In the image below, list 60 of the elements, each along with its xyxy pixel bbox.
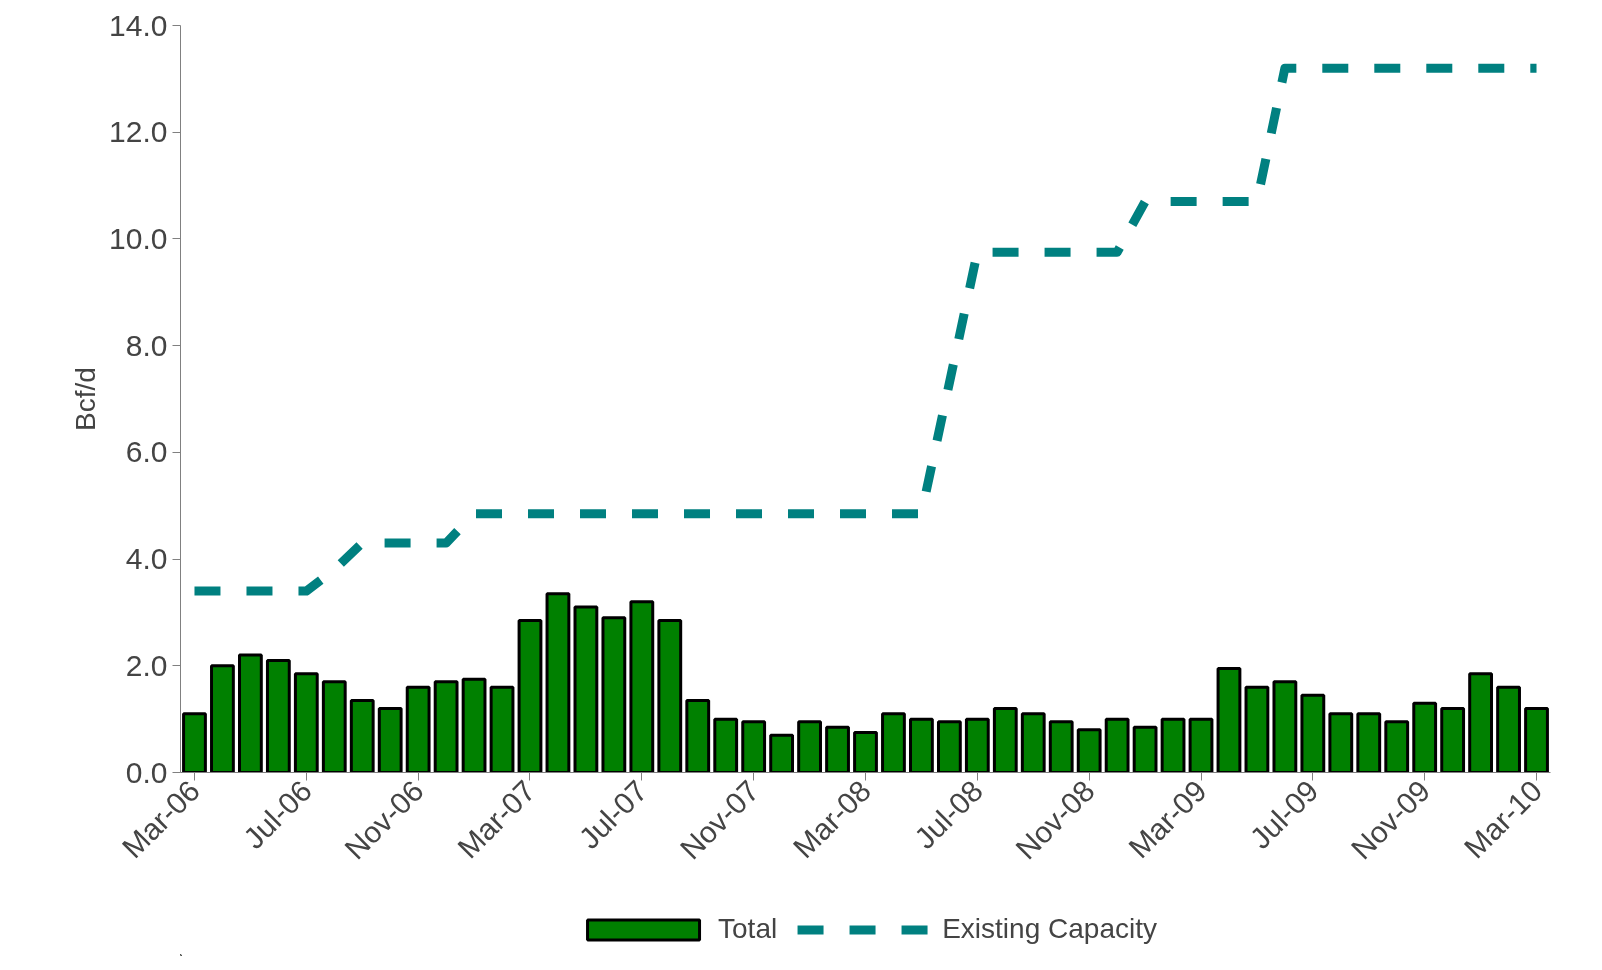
bar: [685, 698, 711, 773]
bar: [657, 618, 683, 773]
bar: [936, 720, 962, 773]
bar: [1048, 720, 1074, 773]
bar: [265, 658, 291, 773]
bar: [713, 717, 739, 773]
bar: [545, 592, 571, 773]
bar: [461, 677, 487, 773]
bar: [1468, 672, 1494, 773]
y-tick-label: 8.0: [125, 328, 168, 362]
bar: [433, 680, 459, 773]
bar: [237, 653, 263, 773]
bar: [769, 733, 795, 773]
y-tick-label: 0.0: [125, 755, 168, 789]
bar: [992, 706, 1018, 773]
bar: [1412, 701, 1438, 773]
bar: [182, 712, 207, 773]
bar: [629, 600, 655, 773]
bar: [797, 720, 822, 773]
bar: [1104, 717, 1130, 773]
bar: [1328, 712, 1354, 773]
bar: [1132, 725, 1158, 773]
legend-label: Existing Capacity: [942, 913, 1157, 945]
legend-label: Total: [718, 913, 778, 945]
bar: [1272, 680, 1298, 773]
y-tick-label: 14.0: [109, 8, 168, 42]
bar: [1020, 712, 1046, 773]
bar: [825, 725, 850, 773]
bar: [964, 717, 990, 773]
bar: [1440, 706, 1466, 773]
bar: [293, 672, 319, 773]
bar: [573, 605, 599, 773]
y-tick-label: 2.0: [125, 648, 168, 682]
bar: [210, 664, 235, 773]
bar: [1076, 728, 1102, 773]
bar: [405, 685, 431, 773]
bar: [377, 706, 403, 773]
bar: [1300, 693, 1326, 773]
bar: [1524, 706, 1549, 773]
y-axis-title: Bcf/d: [70, 367, 102, 431]
bar: [1188, 717, 1214, 773]
bar: [741, 720, 767, 773]
bar: [489, 685, 515, 773]
bar: [1216, 666, 1242, 773]
y-tick-label: 10.0: [109, 221, 168, 255]
y-tick-label: 4.0: [125, 542, 168, 576]
bar: [1160, 717, 1186, 773]
bar: [909, 717, 934, 773]
bar: [1356, 712, 1382, 773]
bar: [1496, 685, 1521, 773]
bar: [517, 618, 543, 773]
y-tick-label: 6.0: [125, 435, 168, 469]
bar: [1244, 685, 1270, 773]
bar: [601, 616, 627, 773]
bar: [349, 698, 375, 773]
bar: [853, 730, 878, 773]
bar: [1384, 720, 1410, 773]
bar: [881, 712, 906, 773]
y-tick-label: 12.0: [109, 115, 168, 149]
bar: [321, 680, 347, 773]
